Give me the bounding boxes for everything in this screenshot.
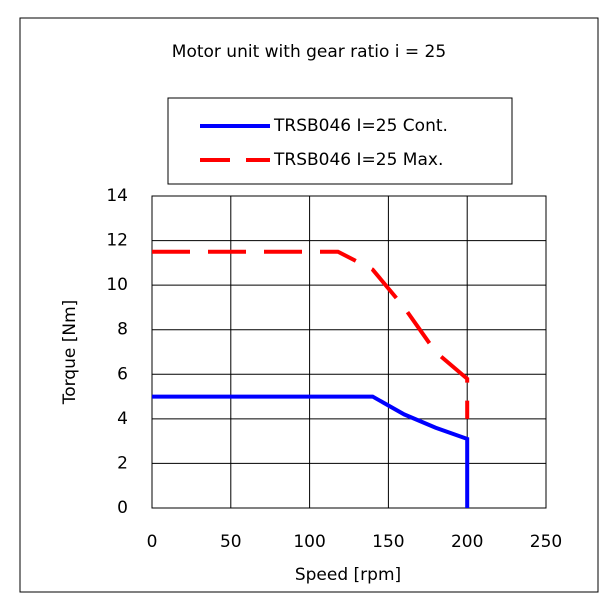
x-tick-label: 150: [372, 532, 404, 552]
y-tick-label: 8: [117, 320, 128, 340]
legend-label: TRSB046 I=25 Max.: [273, 150, 443, 170]
y-axis-label: Torque [Nm]: [60, 300, 80, 406]
legend-box: [167, 97, 513, 185]
chart-title: Motor unit with gear ratio i = 25: [172, 42, 446, 62]
y-tick-label: 4: [117, 409, 128, 429]
y-tick-label: 12: [106, 231, 128, 251]
x-tick-label: 250: [530, 532, 562, 552]
y-tick-label: 2: [117, 453, 128, 473]
series-line: [152, 249, 470, 419]
legend-label: TRSB046 I=25 Cont.: [273, 116, 448, 136]
plot-area: [151, 195, 547, 509]
y-tick-label: 6: [117, 364, 128, 384]
x-tick-label: 100: [293, 532, 325, 552]
y-tick-label: 10: [106, 275, 128, 295]
series-line: [152, 394, 470, 508]
x-axis-label: Speed [rpm]: [295, 565, 401, 585]
x-tick-label: 50: [220, 532, 242, 552]
x-tick-label: 0: [147, 532, 158, 552]
x-tick-label: 200: [451, 532, 483, 552]
y-tick-label: 14: [106, 186, 128, 206]
y-tick-label: 0: [117, 498, 128, 518]
